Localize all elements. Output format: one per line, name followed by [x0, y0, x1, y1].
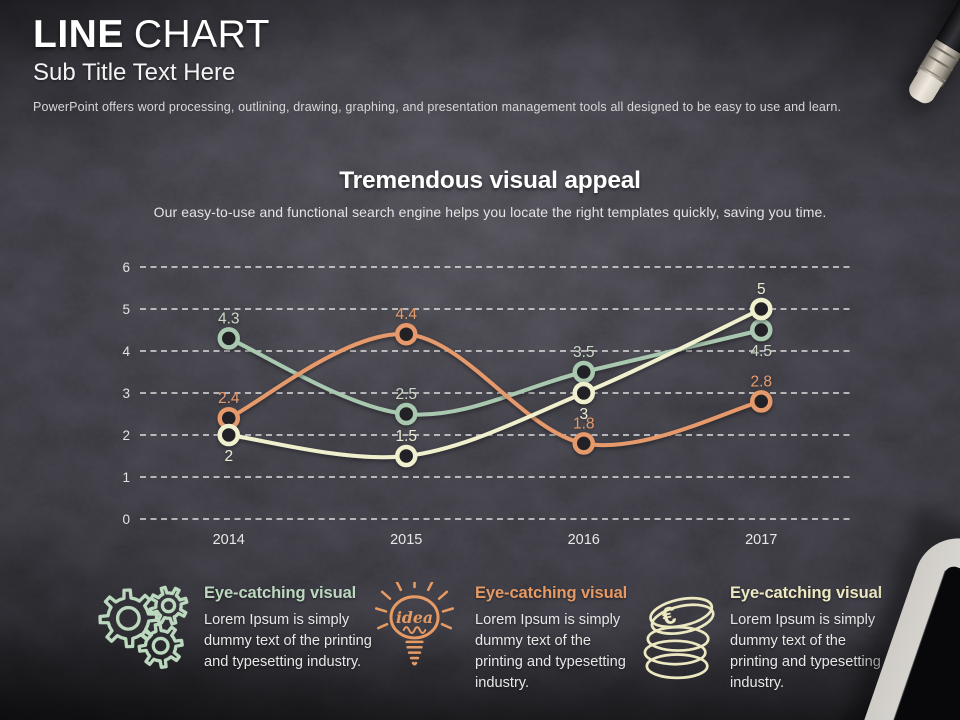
euro-symbol: € — [660, 602, 679, 631]
data-point — [750, 390, 773, 413]
y-tick-label: 1 — [122, 470, 130, 485]
series-green: 4.3 2.5 3.5 4.5 — [217, 310, 773, 426]
euro-coins-icon: € — [643, 596, 715, 680]
data-point — [572, 381, 595, 405]
bulb-rays — [374, 582, 455, 630]
data-label: 4.3 — [218, 310, 240, 327]
data-label: 4.4 — [395, 306, 417, 323]
data-point — [395, 402, 418, 426]
data-label: 1.8 — [573, 415, 595, 432]
page-title: LINE CHART — [33, 14, 841, 56]
y-tick-label: 0 — [122, 512, 130, 527]
page-description: PowerPoint offers word processing, outli… — [33, 100, 842, 114]
data-label: 5 — [757, 281, 766, 298]
data-label: 2.4 — [218, 390, 240, 407]
series-line — [226, 328, 764, 417]
feature-column-coins: € Eye-catching visual Lorem Ipsum is sim… — [642, 582, 890, 694]
data-point — [750, 318, 773, 342]
x-tick-label: 2015 — [390, 532, 422, 548]
data-point — [750, 297, 773, 321]
data-label: 2.8 — [750, 373, 772, 390]
y-tick-label: 6 — [122, 260, 130, 275]
y-tick-label: 3 — [122, 386, 130, 401]
data-point — [395, 444, 418, 468]
data-label: 1.5 — [395, 428, 417, 445]
pencil-decoration — [893, 0, 960, 112]
feature-heading: Eye-catching visual — [204, 584, 357, 602]
feature-heading: Eye-catching visual — [475, 584, 628, 602]
y-tick-label: 2 — [122, 428, 130, 443]
feature-body: Lorem Ipsum is simply dummy text of the … — [475, 612, 626, 691]
x-tick-label: 2014 — [213, 532, 245, 548]
series-orange: 2.4 4.4 1.8 2.8 — [217, 306, 773, 455]
y-tick-label: 5 — [122, 302, 130, 317]
gear-outline — [137, 622, 184, 669]
data-point — [395, 322, 418, 346]
data-point — [217, 406, 240, 430]
gears-icon — [98, 585, 189, 669]
data-label: 2.5 — [395, 386, 417, 403]
x-tick-label: 2016 — [568, 532, 600, 548]
series-cream: 2 1.5 3 5 — [217, 281, 773, 468]
data-point — [572, 360, 595, 384]
title-regular: CHART — [133, 13, 270, 56]
gear-hole — [151, 636, 170, 655]
data-point — [572, 432, 595, 455]
x-tick-label: 2017 — [745, 532, 777, 548]
data-label: 4.5 — [750, 343, 772, 360]
slide-header: LINE CHART Sub Title Text Here PowerPoint… — [33, 14, 842, 115]
data-label: 3.5 — [573, 344, 595, 361]
feature-body: Lorem Ipsum is simply dummy text of the … — [204, 612, 372, 670]
bulb-word: idea — [396, 608, 433, 627]
series-line — [226, 307, 764, 460]
chart-subtitle: Our easy-to-use and functional search en… — [153, 204, 827, 220]
feature-body: Lorem Ipsum is simply dummy text of the … — [730, 612, 881, 691]
chart-section-header: Tremendous visual appeal Our easy-to-use… — [20, 167, 960, 220]
page-subtitle: Sub Title Text Here — [33, 59, 236, 86]
feature-heading: Eye-catching visual — [730, 584, 883, 602]
idea-bulb-icon: idea — [374, 582, 455, 666]
data-label: 3 — [579, 406, 588, 423]
data-point — [217, 423, 240, 447]
gear-hole — [160, 597, 177, 614]
top-coin: € — [649, 596, 715, 635]
feature-column-gears: Eye-catching visual Lorem Ipsum is simpl… — [98, 582, 386, 686]
feature-column-idea: idea Eye-catching visual Lorem Ipsum is … — [368, 582, 635, 694]
gear-outline — [148, 585, 189, 626]
data-label: 2 — [224, 448, 233, 465]
series-line — [226, 332, 764, 447]
gear-outline — [98, 588, 159, 649]
y-tick-label: 4 — [122, 344, 130, 359]
chart-title: Tremendous visual appeal — [339, 167, 641, 194]
data-point — [217, 327, 240, 350]
chart-grid: 0 1 2 3 4 5 6 2014 2015 2016 2017 — [122, 260, 850, 548]
title-bold: LINE — [33, 13, 124, 56]
gear-hole — [115, 605, 141, 631]
